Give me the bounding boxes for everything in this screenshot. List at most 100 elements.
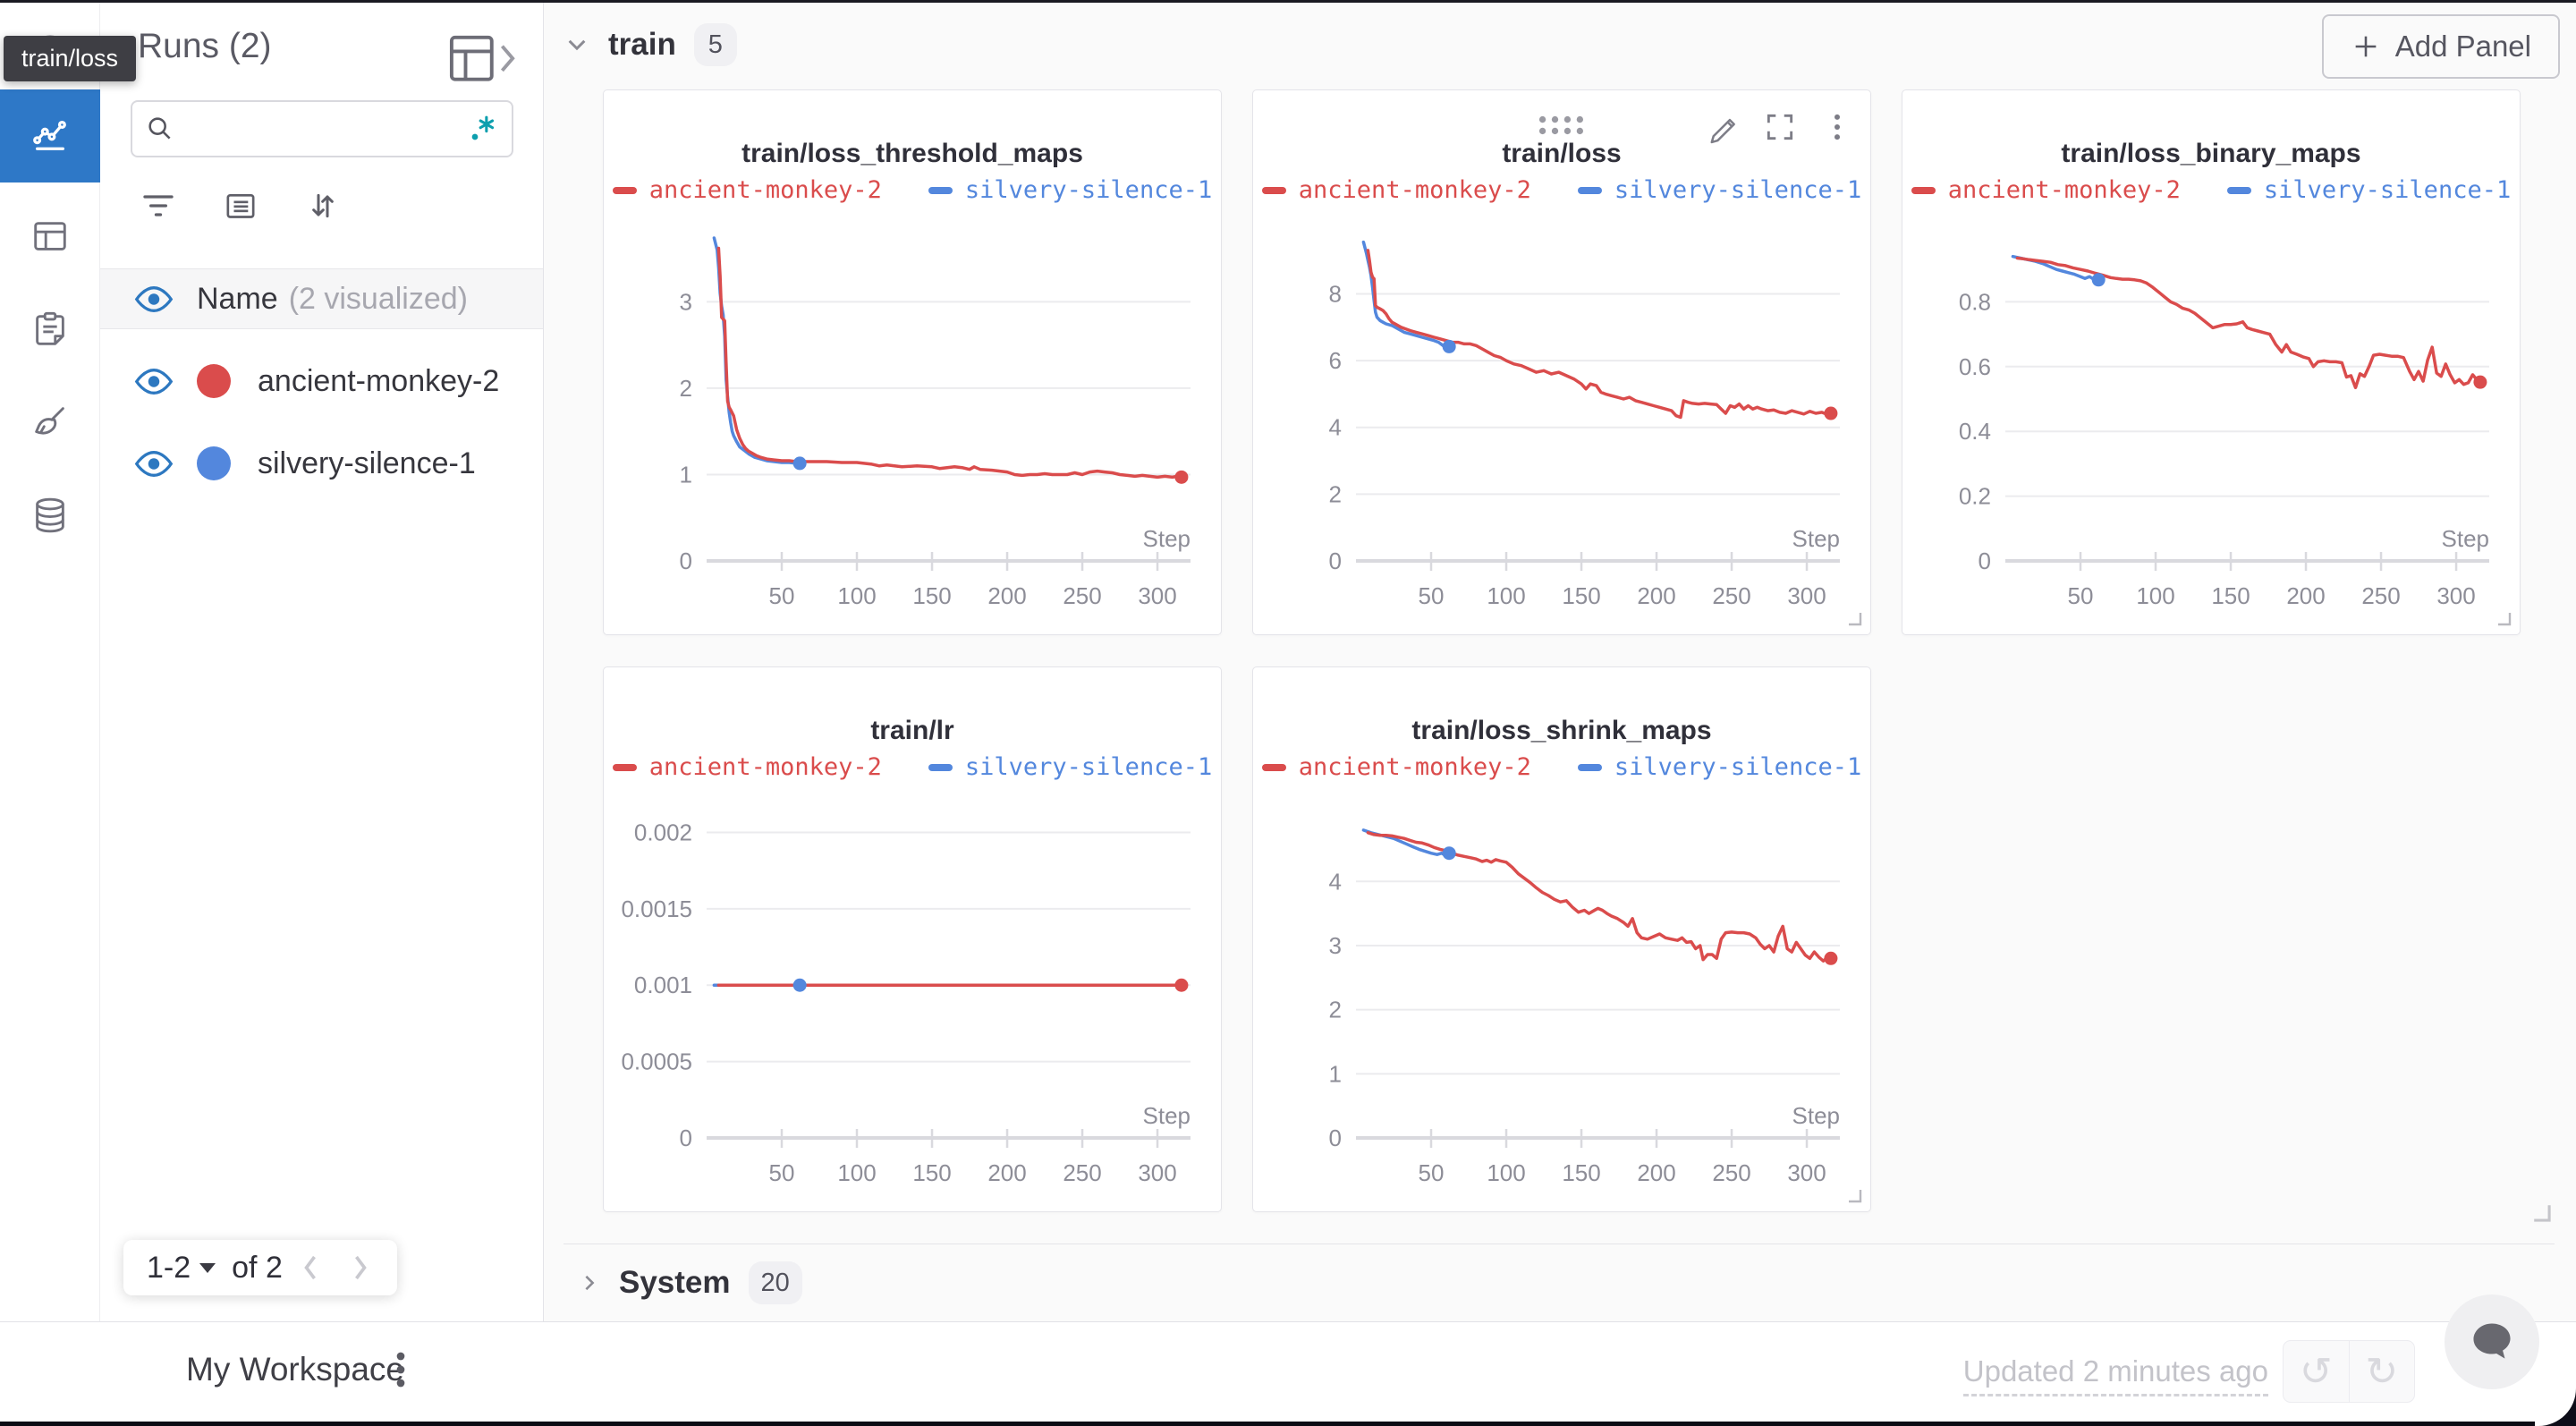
run-search [131,100,513,157]
visibility-eye-icon[interactable] [134,449,174,478]
run-row-ancient-monkey-2[interactable]: ancient-monkey-2 [100,340,543,422]
sidebar-item-runs-table[interactable] [0,191,100,284]
prev-page-icon[interactable] [297,1252,324,1284]
svg-text:0.8: 0.8 [1959,288,1991,315]
svg-text:8: 8 [1329,280,1342,307]
legend-dash [1261,763,1286,771]
panel-resize-handle[interactable] [1845,609,1863,627]
undo-button[interactable]: ↺ [2284,1341,2350,1402]
run-list-header-row[interactable]: Name (2 visualized) [100,268,543,329]
svg-text:200: 200 [2286,582,2325,609]
columns-list-icon[interactable] [223,188,258,224]
section-resize-handle[interactable] [2529,1201,2553,1224]
redo-button[interactable]: ↻ [2365,1349,2399,1394]
svg-text:0: 0 [680,547,692,574]
svg-text:100: 100 [837,582,876,609]
panel-count-badge: 5 [693,23,737,66]
panel-title: train/loss_shrink_maps [1411,716,1712,745]
svg-text:0.2: 0.2 [1959,483,1991,510]
line-chart-icon [30,114,71,159]
panel-title: train/lr [870,716,954,745]
add-panel-button[interactable]: Add Panel [2321,14,2560,79]
fullscreen-icon[interactable] [1763,110,1797,144]
search-input[interactable] [175,114,467,144]
svg-text:100: 100 [2136,582,2174,609]
drag-handle-icon[interactable] [1535,112,1589,139]
run-row-silvery-silence-1[interactable]: silvery-silence-1 [100,422,543,505]
legend-entry: ancient-monkey-2 [1261,176,1531,204]
section-title: System [619,1265,731,1300]
run-list-toolbar [140,188,341,224]
chart-plot: 0 2 4 6 8 50 100 150 200 250 300 Step [1329,240,1840,609]
chart-panel-train-loss[interactable]: train/loss ancient-monkey-2 silvery-silenc… [1252,89,1871,635]
legend-run-name: ancient-monkey-2 [1298,753,1531,781]
svg-text:250: 250 [1063,1159,1101,1186]
panel-menu-kebab-icon[interactable] [1820,110,1854,144]
svg-text:250: 250 [1712,1159,1750,1186]
legend-entry: silvery-silence-1 [928,753,1212,781]
edit-panel-pencil-icon[interactable] [1706,110,1740,144]
sidebar-item-logs[interactable] [0,284,100,378]
svg-text:300: 300 [1138,1159,1176,1186]
svg-text:200: 200 [987,1159,1026,1186]
svg-text:300: 300 [1787,582,1826,609]
legend-dash [1261,186,1286,194]
svg-text:100: 100 [1487,582,1525,609]
chart-panel-train-loss-threshold-maps[interactable]: train/loss_threshold_maps ancient-monkey-… [603,89,1222,635]
chart-panel-train-loss-shrink-maps[interactable]: train/loss_shrink_maps ancient-monkey-2 si… [1252,666,1871,1212]
legend-dash [2226,186,2251,194]
sidebar-item-workspace-charts[interactable] [0,89,100,182]
legend-entry: ancient-monkey-2 [612,753,882,781]
caret-down-icon [199,1262,216,1273]
workspace-main: train 5 Add Panel train/loss_threshold_m… [544,0,2576,1321]
svg-text:3: 3 [1329,932,1342,959]
filter-icon[interactable] [140,188,176,224]
svg-text:2: 2 [680,375,692,402]
broom-icon [30,402,71,447]
svg-text:3: 3 [680,288,692,315]
chat-support-button[interactable] [2445,1294,2539,1389]
expand-runs-table-button[interactable] [448,32,518,81]
section-header-train[interactable]: train 5 [564,23,737,66]
chart-plot: 0 0.0005 0.001 0.0015 0.002 50 100 150 200 250 300… [621,819,1191,1186]
svg-text:1: 1 [1329,1060,1342,1087]
svg-text:Step: Step [2442,525,2490,552]
svg-text:150: 150 [1562,1159,1600,1186]
next-page-icon[interactable] [347,1252,374,1284]
visibility-eye-icon[interactable] [134,284,174,313]
legend-dash [612,763,637,771]
section-header-system[interactable]: System 20 [564,1244,2555,1321]
last-updated-status[interactable]: Updated 2 minutes ago [1962,1354,2268,1396]
chart-panel-train-lr[interactable]: train/lr ancient-monkey-2 silvery-silence-… [603,666,1222,1212]
run-name: silvery-silence-1 [258,446,476,480]
runs-pagination: 1-2 of 2 [123,1240,397,1295]
sidebar-item-sweeps[interactable] [0,378,100,471]
workspace-menu-kebab-icon[interactable] [383,1347,419,1388]
svg-text:300: 300 [2436,582,2475,609]
chart-panel-train-loss-binary-maps[interactable]: train/loss_binary_maps ancient-monkey-2 si… [1902,89,2521,635]
table-icon [30,216,71,261]
legend-entry: silvery-silence-1 [1577,753,1861,781]
chart-plot: 0 1 2 3 50 100 150 200 250 300 Step [680,236,1191,609]
svg-text:4: 4 [1329,414,1342,441]
legend-dash [612,186,637,194]
svg-text:Step: Step [1792,1102,1841,1129]
svg-text:50: 50 [1419,582,1445,609]
panel-resize-handle[interactable] [1845,1186,1863,1204]
regex-toggle-icon[interactable] [467,113,499,145]
nav-rail [0,0,100,1321]
panel-title: train/loss_binary_maps [2061,139,2361,168]
svg-text:150: 150 [2211,582,2250,609]
visibility-eye-icon[interactable] [134,367,174,395]
sort-icon[interactable] [305,188,341,224]
pagination-range-select[interactable]: 1-2 [147,1251,216,1286]
runs-sidebar: Runs (2) [100,0,544,1321]
panel-hover-tools [1253,105,1870,148]
search-icon [145,114,175,144]
legend-dash [928,186,953,194]
panel-resize-handle[interactable] [2495,609,2512,627]
chat-bubble-icon [2466,1316,2518,1368]
svg-text:300: 300 [1138,582,1176,609]
svg-text:50: 50 [769,1159,795,1186]
sidebar-item-artifacts[interactable] [0,471,100,564]
